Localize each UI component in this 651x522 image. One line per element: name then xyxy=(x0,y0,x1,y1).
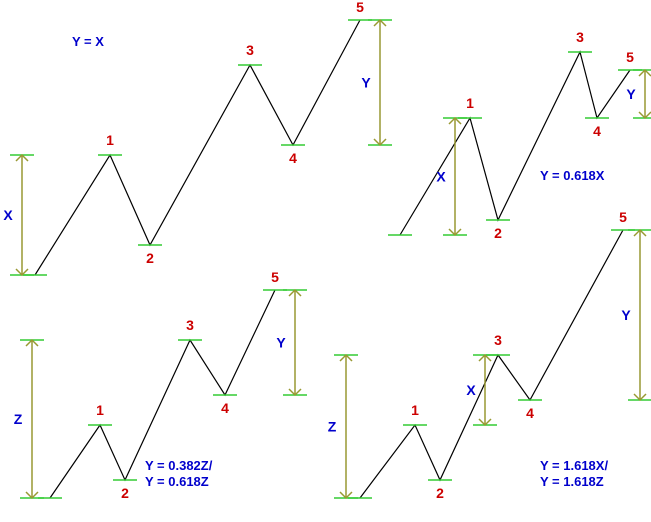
measure-arrow: Z xyxy=(328,355,358,498)
measure-label: X xyxy=(466,382,476,398)
diagram-bottom-left: 1 2 3 4 5 Z Y Y = 0.382Z/Y = 0.618Z xyxy=(14,269,307,501)
wave-point-label: 5 xyxy=(626,49,634,65)
wave-point-label: 3 xyxy=(494,332,502,348)
wave-point-label: 3 xyxy=(576,29,584,45)
measure-label: Z xyxy=(328,419,337,435)
diagram-bottom-right: 1 2 3 4 5 Z X Y Y = 1.618X/Y = 1.618Z xyxy=(328,209,651,501)
measure-label: Y xyxy=(626,86,636,102)
wave-point-label: 5 xyxy=(271,269,279,285)
measure-arrow: Y xyxy=(361,20,392,145)
wave-point-label: 3 xyxy=(186,317,194,333)
wave-polyline xyxy=(400,52,630,235)
measure-arrow: X xyxy=(436,118,467,235)
measure-arrow: Y xyxy=(626,70,651,118)
wave-point-label: 2 xyxy=(494,225,502,241)
measure-arrow: Y xyxy=(621,230,651,400)
wave-point-label: 1 xyxy=(411,402,419,418)
diagram-top-right: 1 2 3 4 5 X Y Y = 0.618X xyxy=(388,29,651,241)
formula-text: Y = 0.618X xyxy=(540,168,605,183)
measure-arrow: X xyxy=(3,155,34,275)
wave-point-label: 2 xyxy=(121,485,129,501)
wave-point-label: 4 xyxy=(289,150,297,166)
wave-point-label: 5 xyxy=(619,209,627,225)
measure-label: X xyxy=(436,169,446,185)
wave-point-label: 2 xyxy=(146,250,154,266)
wave-point-label: 1 xyxy=(96,402,104,418)
wave-point-label: 4 xyxy=(593,123,601,139)
measure-label: Z xyxy=(14,411,23,427)
measure-arrow: Z xyxy=(14,340,44,498)
wave-point-label: 1 xyxy=(106,132,114,148)
formula-text: Y = X xyxy=(72,34,104,49)
wave-point-label: 4 xyxy=(221,400,229,416)
wave-point-label: 3 xyxy=(246,42,254,58)
formula-text: Y = 1.618X/ xyxy=(540,458,608,473)
measure-label: X xyxy=(3,207,13,223)
diagram-top-left: 1 2 3 4 5 X Y Y = X xyxy=(3,0,392,275)
measure-label: Y xyxy=(621,307,631,323)
elliott-wave-diagrams: 1 2 3 4 5 X Y Y = X 1 2 3 4 5 X Y Y = 0.618X 1 2 3 4 5 Z Y Y = … xyxy=(0,0,651,522)
measure-arrow: Y xyxy=(276,290,307,395)
formula-text-2: Y = 1.618Z xyxy=(540,474,604,489)
wave-point-label: 4 xyxy=(526,405,534,421)
wave-polyline xyxy=(35,20,360,275)
measure-label: Y xyxy=(276,335,286,351)
wave-point-label: 1 xyxy=(466,95,474,111)
wave-point-label: 5 xyxy=(356,0,364,15)
wave-point-label: 2 xyxy=(436,485,444,501)
measure-label: Y xyxy=(361,75,371,91)
formula-text: Y = 0.382Z/ xyxy=(145,458,213,473)
formula-text-2: Y = 0.618Z xyxy=(145,474,209,489)
